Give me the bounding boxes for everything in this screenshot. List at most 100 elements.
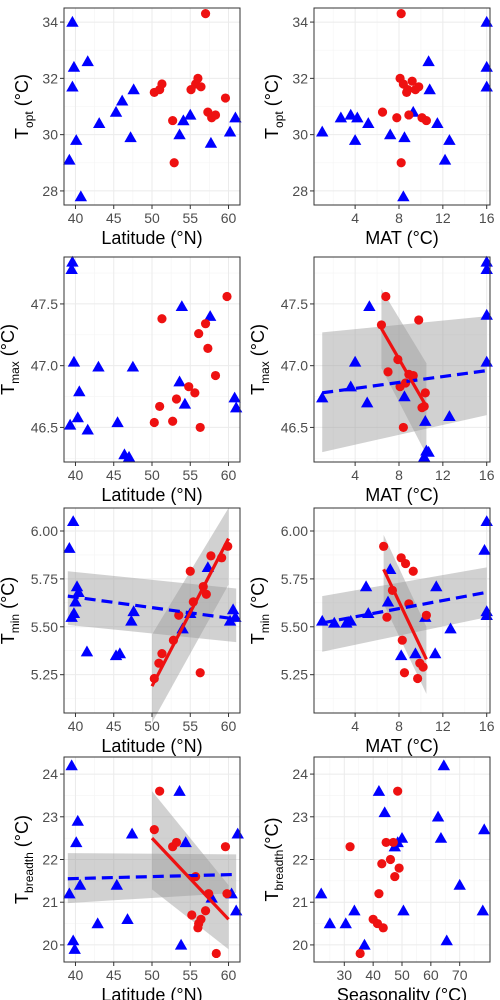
triangle-point [397,190,410,202]
y-tick-label: 5.75 [281,571,308,587]
y-tick-label: 47.5 [281,296,308,312]
x-tick-label: 12 [435,467,451,483]
fit-line-solid [380,327,428,408]
triangle-point [73,385,86,397]
y-tick-label: 47.0 [31,358,58,374]
triangle-point [348,134,362,145]
y-tick-label: 23 [292,809,308,825]
triangle-point [93,117,106,129]
triangle-point [66,515,80,527]
circle-point [355,948,365,959]
x-tick-label: 40 [68,210,84,226]
triangle-point [63,418,77,430]
x-tick-label: 4 [351,467,359,483]
y-tick-label: 24 [42,766,58,782]
triangle-point [110,878,123,890]
y-tick-label: 20 [42,937,58,953]
triangle-point [431,117,444,129]
triangle-point [74,190,88,202]
x-tick-label: 40 [68,718,84,734]
panel-7: 40 45 50 55 60 20 21 22 23 24 Latitude (°N) Tbreadt… [12,756,244,1000]
y-axis-title: Tbreadth(°C) [262,818,286,902]
x-tick-label: 50 [144,467,160,483]
triangle-point [362,117,375,129]
triangle-point [334,111,348,123]
triangle-point [72,586,85,597]
triangle-point [71,814,84,826]
triangle-point [70,134,83,145]
fit-line-dashed [67,594,237,621]
triangle-point [81,423,94,435]
triangle-point [223,614,237,626]
y-tick-label: 5.75 [31,571,58,587]
triangle-point [229,401,243,413]
triangle-point [419,415,432,426]
fit-line-solid [150,837,230,921]
triangle-point [358,938,371,950]
circle-point [222,291,232,302]
triangle-point [394,649,408,661]
triangle-point [126,360,140,372]
fit-line-solid [382,568,428,661]
y-tick-label: 30 [42,127,58,143]
triangle-point [443,410,456,421]
circle-point [390,871,400,882]
triangle-point [372,784,386,796]
circle-point [206,551,216,561]
circle-point [190,388,200,398]
triangle-point [177,114,190,126]
triangle-point [203,310,217,321]
triangle-point [115,94,129,106]
triangle-point [344,108,357,120]
circle-point [174,610,184,620]
triangle-point [65,759,78,771]
triangle-point [70,836,83,848]
triangle-point [109,105,123,117]
fit-line-dashed [322,369,487,395]
triangle-point [360,396,374,408]
triangle-point [226,603,240,615]
triangle-point [476,904,489,916]
triangle-point [397,904,410,916]
y-tick-label: 6.00 [31,523,58,539]
circle-point [392,113,402,123]
triangle-point [91,917,104,929]
triangle-point [409,647,422,659]
circle-point [376,320,387,330]
circle-point [196,914,206,924]
circle-point [382,612,392,622]
y-axis-title: Tmax (°C) [248,324,272,395]
triangle-point [228,391,241,403]
x-tick-label: 50 [144,967,160,983]
circle-point [210,110,221,120]
circle-point [157,314,167,324]
triangle-point [384,563,397,574]
circle-point [414,315,424,325]
triangle-point [398,131,411,143]
triangle-point [453,878,466,890]
triangle-point [127,605,140,617]
panel-border [313,256,491,463]
triangle-point [68,942,81,954]
circle-point [211,948,221,959]
y-tick-label: 5.25 [281,667,308,683]
circle-point [171,394,182,404]
panel-3: 40 45 50 55 60 46.5 47.0 47.5 Latitude (°N) Tmax … [0,255,243,505]
triangle-point [63,542,76,553]
triangle-point [440,934,453,946]
triangle-point [231,827,244,839]
circle-point [155,401,165,412]
circle-point [169,158,179,168]
fit-line-dashed [67,872,237,881]
circle-point [193,923,203,933]
circle-point [210,370,221,381]
y-tick-label: 24 [292,766,308,782]
circle-point [220,93,231,103]
circle-point [220,842,231,852]
x-axis-title: MAT (°C) [365,228,439,248]
circle-point [381,837,391,848]
triangle-point [63,887,76,899]
y-tick-label: 34 [292,14,308,30]
fit-line-solid [150,537,230,687]
x-tick-label: 40 [365,967,381,983]
